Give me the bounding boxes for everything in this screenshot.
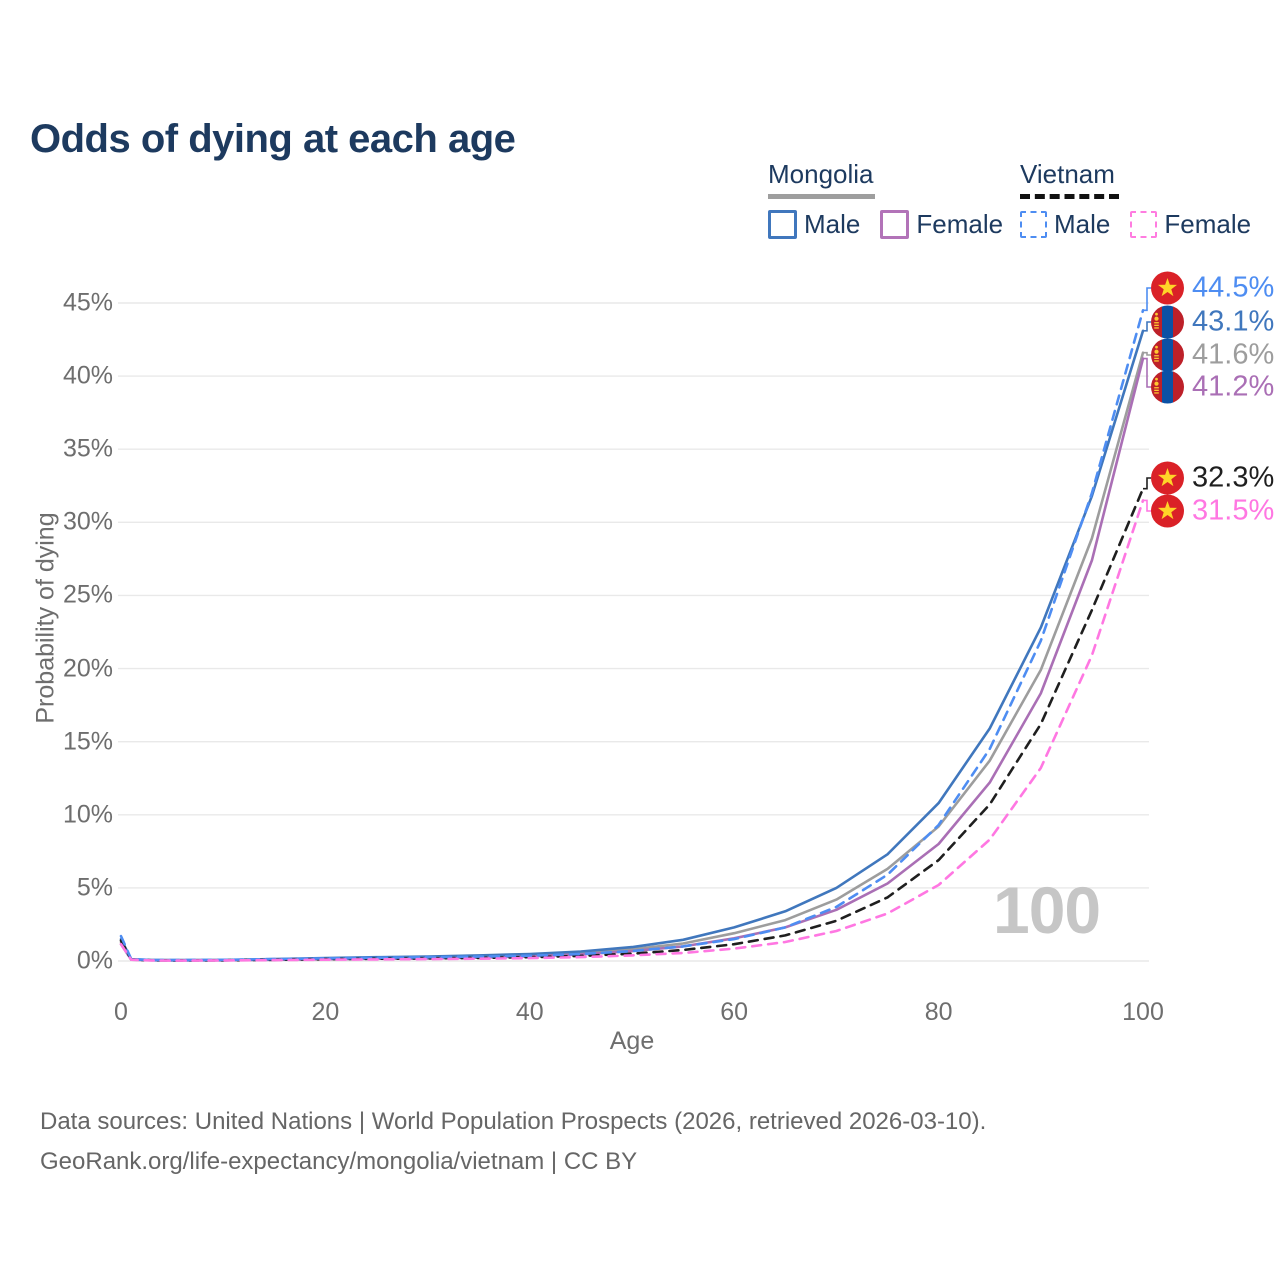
legend-label: Male [804,208,861,239]
series-line-mongolia-both-sexes [119,351,1145,962]
legend-group-vietnam: Vietnam Male Female [1020,160,1251,240]
vietnam-male-checkbox-icon [1020,210,1047,238]
series-line-mongolia-male [119,329,1145,962]
y-tick-label: 20% [62,654,113,683]
legend-header-mongolia: Mongolia [768,159,874,189]
mongolia-line-style-swatch [768,193,875,199]
label-leader-line [1143,499,1151,512]
vietnam-flag-icon [1151,271,1184,305]
y-tick-label: 30% [62,507,113,536]
legend-label: Male [1054,208,1111,239]
series-end-value: 31.5% [1192,494,1275,527]
series-end-label: 31.5% [1151,494,1275,528]
legend-item-mongolia-female[interactable]: Female [880,209,1003,240]
x-tick-label: 60 [720,998,749,1026]
mongolia-male-checkbox-icon [768,209,797,239]
x-tick-label: 100 [1122,998,1164,1026]
vietnam-flag-icon [1151,461,1184,495]
legend-item-mongolia-male[interactable]: Male [768,209,860,240]
x-tick-label: 80 [924,998,953,1026]
series-end-value: 41.6% [1192,338,1275,371]
series-end-label: 32.3% [1151,461,1275,495]
y-tick-label: 10% [62,800,113,829]
footer-attribution: GeoRank.org/life-expectancy/mongolia/vie… [40,1148,638,1175]
x-axis-title: Age [609,1027,655,1055]
vietnam-female-checkbox-icon [1130,210,1158,238]
y-axis-title: Probability of dying [31,512,60,724]
label-leader-line [1143,321,1151,332]
series-end-value: 32.3% [1192,461,1275,494]
legend-item-vietnam-female[interactable]: Female [1130,209,1251,240]
series-end-label: 44.5% [1151,271,1275,305]
series-end-label: 41.2% [1151,370,1275,404]
vietnam-flag-icon [1151,494,1184,528]
x-tick-label: 20 [311,998,340,1026]
vietnam-line-style-swatch [1020,193,1119,199]
hover-age-watermark: 100 [993,873,1101,947]
legend-label: Female [1164,208,1252,239]
legend-label: Female [916,208,1004,239]
series-end-label: 41.6% [1151,338,1275,372]
legend-item-vietnam-male[interactable]: Male [1020,209,1110,240]
page-title: Odds of dying at each age [30,116,516,161]
series-end-label: 43.1% [1151,305,1275,339]
y-tick-label: 25% [62,580,113,609]
legend-group-mongolia: Mongolia Male Female [768,160,1003,240]
series-line-vietnam-both-sexes [119,487,1145,962]
label-leader-line [1143,477,1151,490]
y-tick-label: 35% [62,434,113,463]
label-leader-line [1143,351,1151,356]
footer-data-sources: Data sources: United Nations | World Pop… [40,1108,987,1135]
mongolia-female-checkbox-icon [880,209,910,239]
y-tick-label: 0% [76,946,113,975]
mongolia-flag-icon [1151,338,1184,372]
x-tick-label: 40 [515,998,544,1026]
x-tick-label: 0 [114,998,128,1026]
y-tick-label: 45% [62,288,113,317]
series-line-vietnam-female [119,499,1145,962]
label-leader-line [1143,357,1151,388]
mongolia-flag-icon [1151,305,1184,339]
series-end-value: 43.1% [1192,305,1275,338]
series-end-value: 44.5% [1192,271,1275,304]
legend-header-vietnam: Vietnam [1020,159,1115,189]
label-leader-line [1143,287,1151,312]
y-tick-label: 15% [62,727,113,756]
y-tick-label: 40% [62,361,113,390]
y-tick-label: 5% [76,873,113,902]
series-end-value: 41.2% [1192,370,1275,403]
mongolia-flag-icon [1151,370,1184,404]
series-line-vietnam-male [119,308,1145,962]
